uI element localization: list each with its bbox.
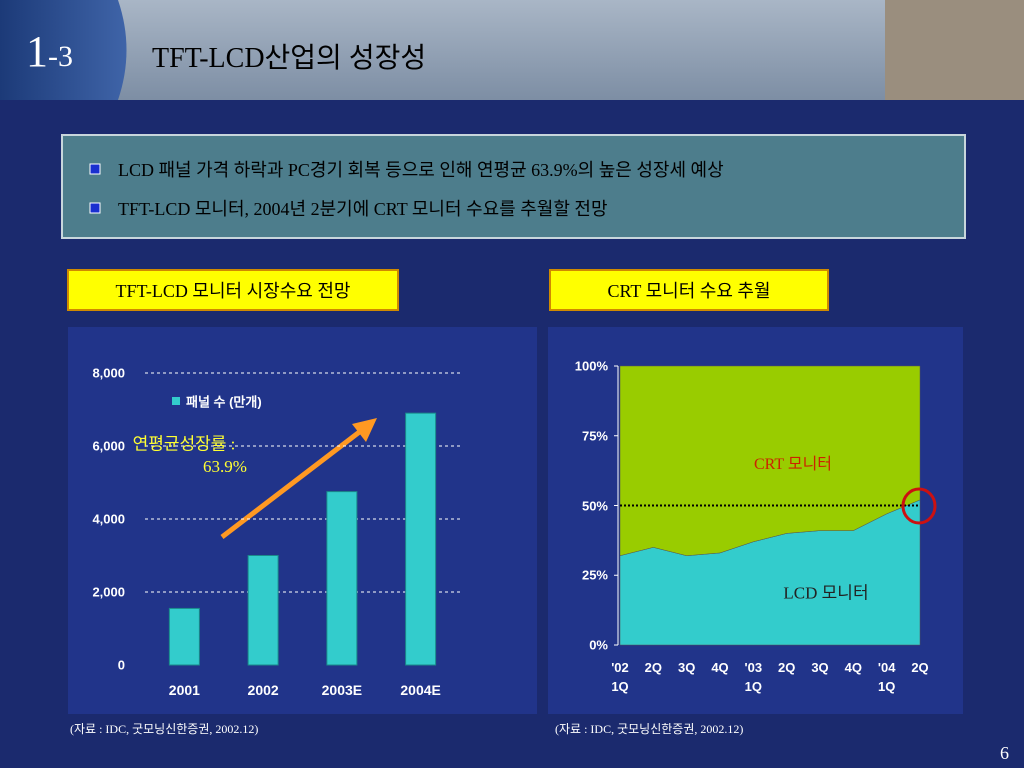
bullet-marker (89, 163, 101, 175)
legend-label: 패널 수 (만개) (186, 394, 262, 410)
x-tick-label: 2Q (777, 660, 796, 675)
annotation: 연평균성장률 : (132, 434, 236, 454)
header-band (0, 0, 1024, 100)
legend-swatch (172, 397, 180, 405)
x-tick-label: 2001 (168, 682, 200, 698)
bar (168, 607, 200, 666)
chart-title: TFT-LCD 모니터 시장수요 전망 (115, 281, 351, 301)
x-tick-label: 3Q (677, 660, 696, 675)
y-tick-label: 6,000 (92, 438, 125, 454)
x-tick-label: 2004E (400, 682, 441, 698)
y-tick-label: 25% (581, 567, 608, 583)
bar (247, 555, 279, 666)
bullet-box (61, 134, 966, 239)
chart-panel (68, 327, 537, 714)
x-tick-label: 4Q (711, 660, 729, 675)
x-tick-label: '03 1Q (744, 660, 763, 694)
bar (326, 491, 358, 666)
series-label: LCD 모니터 (783, 583, 869, 603)
chart-title: CRT 모니터 수요 추월 (607, 281, 771, 301)
y-tick-label: 4,000 (92, 511, 125, 527)
y-tick-label: 50% (581, 498, 608, 513)
y-tick-label: 8,000 (92, 365, 125, 381)
source-note: (자료 : IDC, 굿모닝신한증권, 2002.12) (70, 722, 259, 736)
source-note: (자료 : IDC, 굿모닝신한증권, 2002.12) (555, 722, 744, 736)
growth-arrow (220, 428, 364, 539)
y-tick-label: 100% (574, 358, 608, 374)
series-label: CRT 모니터 (753, 456, 833, 473)
header-photo (885, 0, 1024, 100)
y-tick-label: 0 (117, 657, 125, 673)
annotation: 63.9% (203, 457, 247, 476)
slide-title: TFT-LCD산업의 성장성 (152, 43, 427, 74)
x-tick-label: '04 1Q (877, 660, 896, 694)
y-tick-label: 0% (589, 637, 608, 653)
y-tick-label: 2,000 (92, 584, 125, 600)
bullet-text: TFT-LCD 모니터, 2004년 2분기에 CRT 모니터 수요를 추월할 … (118, 199, 608, 219)
x-tick-label: 2Q (644, 660, 662, 675)
section-number-sub: -3 (48, 40, 73, 73)
crossover-circle (901, 487, 937, 525)
section-tab (0, 0, 127, 100)
growth-arrowhead (352, 418, 377, 442)
x-tick-label: 2002 (247, 682, 279, 698)
page-number: 6 (1000, 743, 1009, 763)
x-tick-label: 4Q (844, 660, 862, 675)
chart-title-box (549, 269, 829, 311)
y-tick-label: 75% (581, 428, 608, 444)
area (619, 365, 921, 557)
bar (405, 412, 437, 666)
x-tick-label: 2003E (321, 682, 363, 698)
chart-title-box (67, 269, 399, 311)
section-number: 1-3 (26, 26, 73, 77)
x-tick-label: 3Q (811, 660, 829, 675)
x-tick-label: '02 1Q (611, 660, 629, 694)
bullet-marker (89, 202, 101, 214)
bullet-text: LCD 패널 가격 하락과 PC경기 회복 등으로 인해 연평균 63.9%의 … (118, 160, 724, 180)
section-number-main: 1 (26, 27, 48, 76)
x-tick-label: 2Q (911, 660, 929, 675)
